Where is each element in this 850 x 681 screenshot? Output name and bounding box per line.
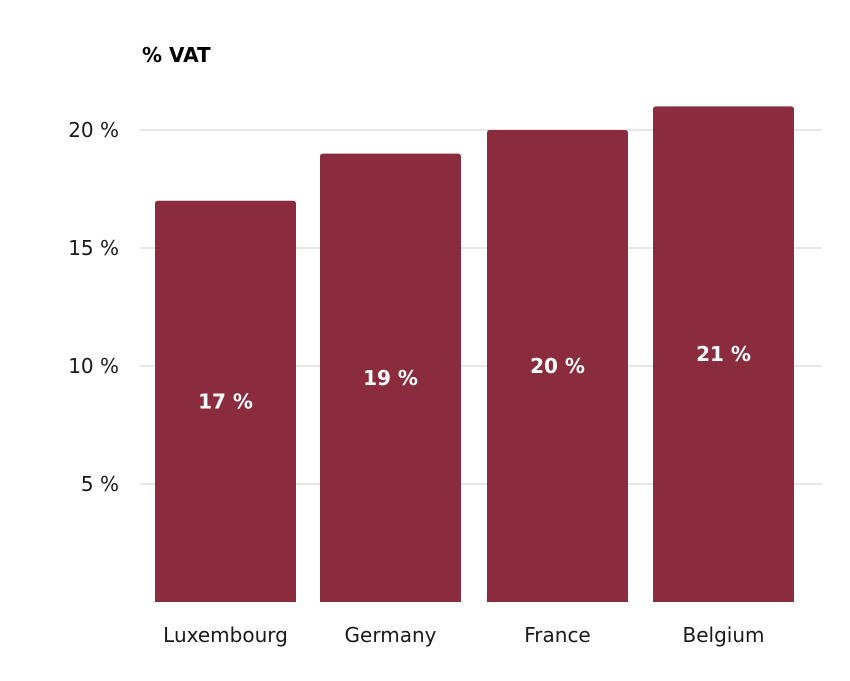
y-tick-label: 5 % — [81, 472, 119, 496]
bar-france — [487, 130, 628, 602]
bar-data-labels: 17 % 19 % 20 % 21 % — [198, 342, 751, 413]
x-category-label: Belgium — [683, 623, 765, 647]
y-axis-ticks: 5 % 10 % 15 % 20 % — [68, 118, 119, 496]
y-axis-title: % VAT — [142, 43, 211, 67]
x-axis-categories: Luxembourg Germany France Belgium — [163, 623, 764, 647]
bar-luxembourg — [155, 200, 296, 603]
x-category-label: Germany — [345, 623, 437, 647]
x-category-label: Luxembourg — [163, 623, 288, 647]
y-tick-label: 20 % — [68, 118, 119, 142]
y-tick-label: 15 % — [68, 236, 119, 260]
x-category-label: France — [524, 623, 591, 647]
bar-germany — [320, 153, 461, 602]
bars — [155, 106, 794, 603]
bar-value-label: 19 % — [363, 366, 418, 390]
bar-belgium — [653, 106, 794, 603]
y-tick-label: 10 % — [68, 354, 119, 378]
bar-value-label: 21 % — [696, 342, 751, 366]
bar-value-label: 20 % — [530, 354, 585, 378]
bar-value-label: 17 % — [198, 389, 253, 413]
